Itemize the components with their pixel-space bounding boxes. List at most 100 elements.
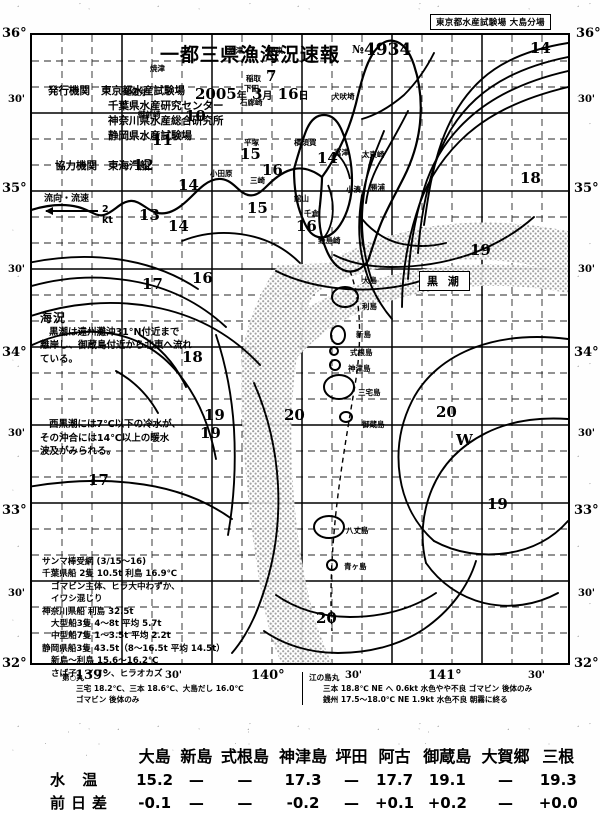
water-temp-shikinejima: — bbox=[237, 770, 253, 789]
isotherm-contours bbox=[32, 42, 568, 654]
svg-text:富津: 富津 bbox=[334, 147, 349, 157]
month-unit: 月 bbox=[262, 91, 273, 102]
svg-text:10: 10 bbox=[185, 107, 206, 125]
water-temp-okago: — bbox=[497, 770, 513, 789]
lon-label-140: 140° bbox=[251, 668, 285, 683]
lat-label-30m-4-left: 30' bbox=[8, 588, 25, 599]
lon-label-30m-1: 30' bbox=[165, 670, 182, 681]
svg-text:12: 12 bbox=[133, 156, 154, 174]
bathymetry-isotherm-map: 14 7 10 11 12 13 15 18 14 14 16 19 14 15… bbox=[32, 35, 568, 663]
publisher-org-0: 東京都水産試験場 bbox=[100, 85, 185, 97]
svg-text:11: 11 bbox=[152, 131, 173, 149]
map-canvas: 14 7 10 11 12 13 15 18 14 14 16 19 14 15… bbox=[32, 35, 568, 663]
col-header-mitsune: 三根 bbox=[542, 747, 575, 766]
catch-report-heading: サンマ棒受網 (3/15〜16) bbox=[42, 557, 147, 567]
svg-text:13: 13 bbox=[139, 206, 160, 224]
publisher-label: 発行機関 bbox=[48, 85, 90, 97]
coastline-sagami-bay bbox=[319, 154, 351, 242]
island-shelf-dashes bbox=[330, 270, 361, 632]
col-header-kozushima: 神津島 bbox=[279, 747, 328, 766]
coastline-izu-peninsula bbox=[292, 113, 354, 239]
publisher-org-3: 静岡県水産試験場 bbox=[108, 130, 192, 142]
coastline-boso-peninsula bbox=[318, 39, 422, 273]
svg-text:20: 20 bbox=[316, 609, 337, 627]
svg-text:15: 15 bbox=[240, 145, 261, 163]
lat-label-30m-4-right: 30' bbox=[578, 588, 595, 599]
svg-text:焼津: 焼津 bbox=[150, 63, 165, 73]
water-temp-kozushima: 17.3 bbox=[284, 770, 322, 789]
col-header-okago: 大賀郷 bbox=[481, 747, 530, 766]
prev-day-diff-tsubota: — bbox=[343, 793, 359, 812]
svg-text:18: 18 bbox=[520, 169, 541, 187]
col-header-shikinejima: 式根島 bbox=[220, 747, 269, 766]
svg-text:青ヶ島: 青ヶ島 bbox=[344, 561, 367, 571]
cooperating-org-block: 協力機関 東海汽船 bbox=[55, 158, 150, 173]
svg-text:14: 14 bbox=[530, 39, 551, 57]
kuroshio-label: 黒 潮 bbox=[419, 271, 470, 291]
lat-label-30m-3-right: 30' bbox=[578, 428, 595, 439]
lat-label-30m-2-left: 30' bbox=[8, 264, 25, 275]
issue-date: 2005年 3月 16日 bbox=[195, 85, 309, 103]
page-title: 一都三県漁海況速報 bbox=[160, 44, 341, 66]
issue-year: 2005 bbox=[195, 85, 237, 103]
publisher-row-0: 発行機関 東京都水産試験場 bbox=[48, 84, 224, 99]
svg-text:犬吠埼: 犬吠埼 bbox=[332, 91, 355, 101]
col-header-mikurajima: 御蔵島 bbox=[423, 747, 472, 766]
water-temp-ako: 17.7 bbox=[376, 770, 414, 789]
warm-eddy-marker: W bbox=[455, 431, 474, 449]
svg-text:19: 19 bbox=[204, 406, 225, 424]
svg-text:利島: 利島 bbox=[361, 301, 377, 311]
lat-label-34-right: 34° bbox=[574, 345, 599, 360]
table-header-row: 大島 新島 式根島 神津島 坪田 阿古 御蔵島 大賀郷 三根 bbox=[22, 742, 582, 768]
col-header-niijima: 新島 bbox=[180, 747, 213, 766]
svg-text:15: 15 bbox=[247, 199, 268, 217]
place-name-labels: 小田原 平塚 横須賀 富津 小湊 勝浦 太東崎 犬吠埼 焼津 沼津 伊東 稲取 … bbox=[124, 45, 385, 571]
svg-text:太東崎: 太東崎 bbox=[362, 149, 385, 159]
svg-text:14: 14 bbox=[178, 176, 199, 194]
water-temp-oshima: 15.2 bbox=[136, 770, 174, 789]
footnote-left-line-1: ゴマビン 後体のみ bbox=[76, 695, 140, 704]
catch-report-line-2: イワシ混じり bbox=[51, 594, 103, 605]
lon-label-30m-3: 30' bbox=[528, 670, 545, 681]
publisher-block: 発行機関 東京都水産試験場 千葉県水産研究センター 神奈川県水産総合研究所 静岡… bbox=[48, 84, 224, 144]
cold-water-note: 西黒潮には7℃以下の冷水が、 その沖合には14℃以上の暖水 波及がみられる。 bbox=[40, 418, 181, 459]
water-temp-mitsune: 19.3 bbox=[539, 770, 577, 789]
sea-condition-heading: 海況 bbox=[40, 311, 67, 325]
prev-day-diff-niijima: — bbox=[188, 793, 204, 812]
lat-label-33-right: 33° bbox=[574, 503, 599, 518]
warm-water-shading-north bbox=[254, 222, 568, 347]
svg-text:千倉: 千倉 bbox=[304, 208, 319, 218]
catch-report-line-5: 中型船7隻 1〜3.5t 平均 2.2t bbox=[51, 631, 171, 642]
current-legend: 流向・流速 2 kt bbox=[44, 191, 113, 226]
lon-label-139: 139° bbox=[75, 668, 109, 683]
footnote-left: 第○丸 三宅 18.2℃、三本 18.6℃、大島だし 16.0℃ ゴマビン 後体… bbox=[62, 672, 244, 705]
sea-condition-line-1: 離岸し、御蔵島付近から北東へ流れ bbox=[40, 340, 193, 351]
map-frame: 14 7 10 11 12 13 15 18 14 14 16 19 14 15… bbox=[30, 33, 570, 665]
lat-label-32-left: 32° bbox=[2, 656, 27, 671]
svg-text:14: 14 bbox=[317, 149, 338, 167]
svg-text:八丈島: 八丈島 bbox=[345, 525, 369, 535]
svg-text:19: 19 bbox=[200, 424, 221, 442]
svg-text:稲取: 稲取 bbox=[246, 73, 261, 83]
svg-text:16: 16 bbox=[296, 217, 317, 235]
svg-text:御前崎: 御前崎 bbox=[137, 109, 161, 119]
svg-text:大島: 大島 bbox=[362, 275, 377, 285]
year-unit: 年 bbox=[236, 91, 247, 102]
sea-condition-line-0: 黒潮は遠州灘沖31°N付近まで bbox=[49, 326, 180, 338]
issue-number: №4934 bbox=[352, 40, 411, 60]
prev-day-diff-shikinejima: — bbox=[237, 793, 253, 812]
svg-text:勝浦: 勝浦 bbox=[370, 182, 385, 192]
svg-text:19: 19 bbox=[470, 241, 491, 259]
isotherm-labels: 14 7 10 11 12 13 15 18 14 14 16 19 14 15… bbox=[88, 39, 551, 627]
issue-number-value: 4934 bbox=[363, 40, 412, 60]
svg-text:地頭方: 地頭方 bbox=[124, 87, 147, 97]
row-label-water-temp: 水 温 bbox=[50, 771, 104, 789]
prev-day-diff-oshima: -0.1 bbox=[138, 793, 172, 812]
lat-label-30m-1-left: 30' bbox=[8, 94, 25, 105]
svg-text:14: 14 bbox=[168, 217, 189, 235]
svg-text:17: 17 bbox=[142, 275, 163, 293]
footnote-right-line-1: 銭州 17.5〜18.0℃ NE 1.9kt 水色不良 朝霧に終る bbox=[323, 695, 508, 704]
svg-text:野島崎: 野島崎 bbox=[318, 235, 341, 245]
svg-text:19: 19 bbox=[487, 495, 508, 513]
